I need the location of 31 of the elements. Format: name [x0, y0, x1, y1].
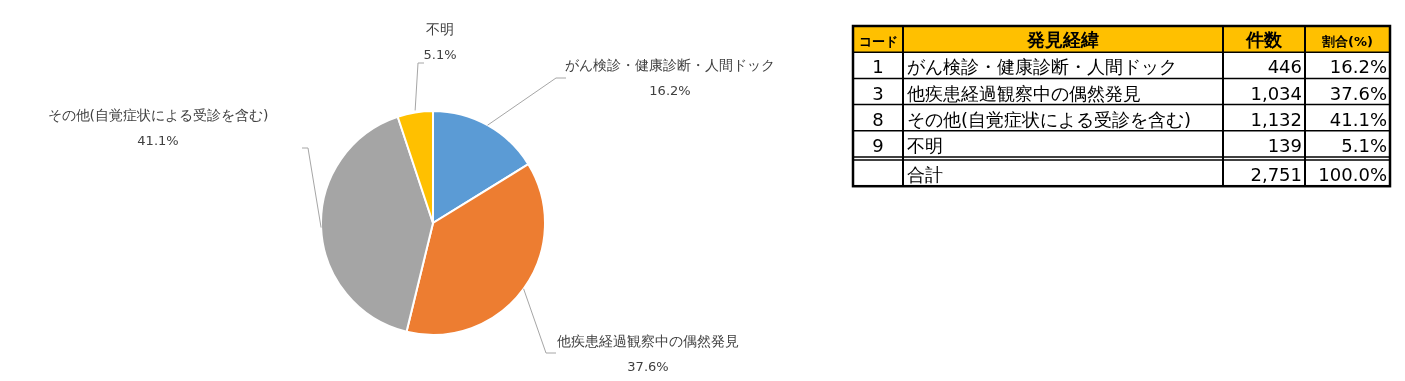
text: 合計: [907, 164, 943, 186]
text: 139: [1267, 135, 1302, 156]
slice-label: その他(自覚症状による受診を含む): [47, 107, 269, 123]
text: 1: [872, 56, 884, 78]
data-label: 5.1%: [423, 47, 457, 62]
text: 8: [872, 108, 884, 130]
slice-label: 不明: [426, 21, 454, 37]
text: がん検診・健康診断・人間ドック: [907, 56, 1177, 78]
category-label: 割合(%): [1321, 34, 1373, 50]
text: 3: [872, 82, 884, 104]
text: 1,034: [1250, 82, 1302, 104]
category-label: コード: [858, 34, 898, 50]
category-label: 発見経緯: [1026, 29, 1099, 51]
text: 41.1%: [1329, 108, 1387, 130]
slice-label: がん検診・健康診断・人間ドック: [565, 57, 775, 73]
category-label: 件数: [1245, 29, 1283, 51]
text: 不明: [907, 135, 943, 156]
text: 他疾患経過観察中の偶然発見: [907, 82, 1141, 104]
data-label: 16.2%: [649, 83, 691, 98]
text: 37.6%: [1329, 82, 1387, 104]
text: 16.2%: [1329, 56, 1387, 78]
data-label: 37.6%: [627, 359, 669, 374]
text: 5.1%: [1341, 135, 1387, 156]
text: その他(自覚症状による受診を含む): [907, 108, 1192, 130]
text: 9: [872, 135, 884, 156]
text: 100.0%: [1318, 164, 1387, 186]
text: 446: [1267, 56, 1302, 78]
text: 1,132: [1250, 108, 1302, 130]
text: 2,751: [1250, 164, 1302, 186]
data-label: 41.1%: [137, 133, 179, 148]
slice-label: 他疾患経過観察中の偶然発見: [557, 333, 739, 349]
